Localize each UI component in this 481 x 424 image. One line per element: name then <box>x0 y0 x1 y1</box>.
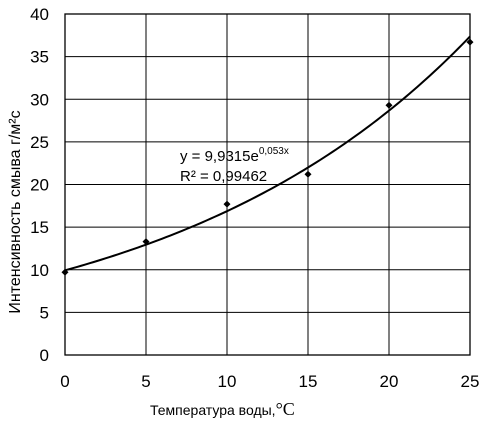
trendline-equation-exponent: 0,053x <box>259 146 289 157</box>
data-point <box>142 238 150 246</box>
x-tick-label: 20 <box>380 372 399 391</box>
plot-frame <box>64 13 471 356</box>
y-tick-label: 5 <box>40 303 49 322</box>
tick-labels: 0 5 10 15 20 25 0 5 10 15 20 25 30 35 40 <box>30 5 479 391</box>
y-tick-label: 20 <box>30 176 49 195</box>
x-tick-label: 15 <box>299 372 318 391</box>
x-tick-label: 10 <box>218 372 237 391</box>
x-axis-title: Температура воды,°С <box>150 399 295 419</box>
grid-lines <box>64 13 471 356</box>
data-points <box>61 38 474 276</box>
x-tick-label: 0 <box>60 372 69 391</box>
y-tick-label: 30 <box>30 90 49 109</box>
trendline-equation-main: y = 9,9315e <box>180 148 259 165</box>
y-axis-title: Интенсивность смыва г/м²с <box>7 110 24 313</box>
y-tick-label: 0 <box>40 346 49 365</box>
y-tick-label: 15 <box>30 218 49 237</box>
data-point <box>304 170 312 178</box>
data-point <box>385 101 393 109</box>
y-tick-label: 10 <box>30 261 49 280</box>
y-tick-label: 25 <box>30 133 49 152</box>
x-axis-title-unit: °С <box>276 399 295 419</box>
x-axis-title-text: Температура воды, <box>150 402 276 418</box>
x-tick-label: 5 <box>141 372 150 391</box>
data-point <box>466 38 474 46</box>
exponential-trendline <box>64 35 471 272</box>
y-tick-label: 35 <box>30 48 49 67</box>
trendline-equation: y = 9,9315e0,053x <box>180 146 289 165</box>
data-point <box>223 200 231 208</box>
data-point <box>61 268 69 276</box>
trendline-r-squared: R² = 0,99462 <box>180 168 267 185</box>
x-tick-label: 25 <box>461 372 480 391</box>
y-tick-label: 40 <box>30 5 49 24</box>
